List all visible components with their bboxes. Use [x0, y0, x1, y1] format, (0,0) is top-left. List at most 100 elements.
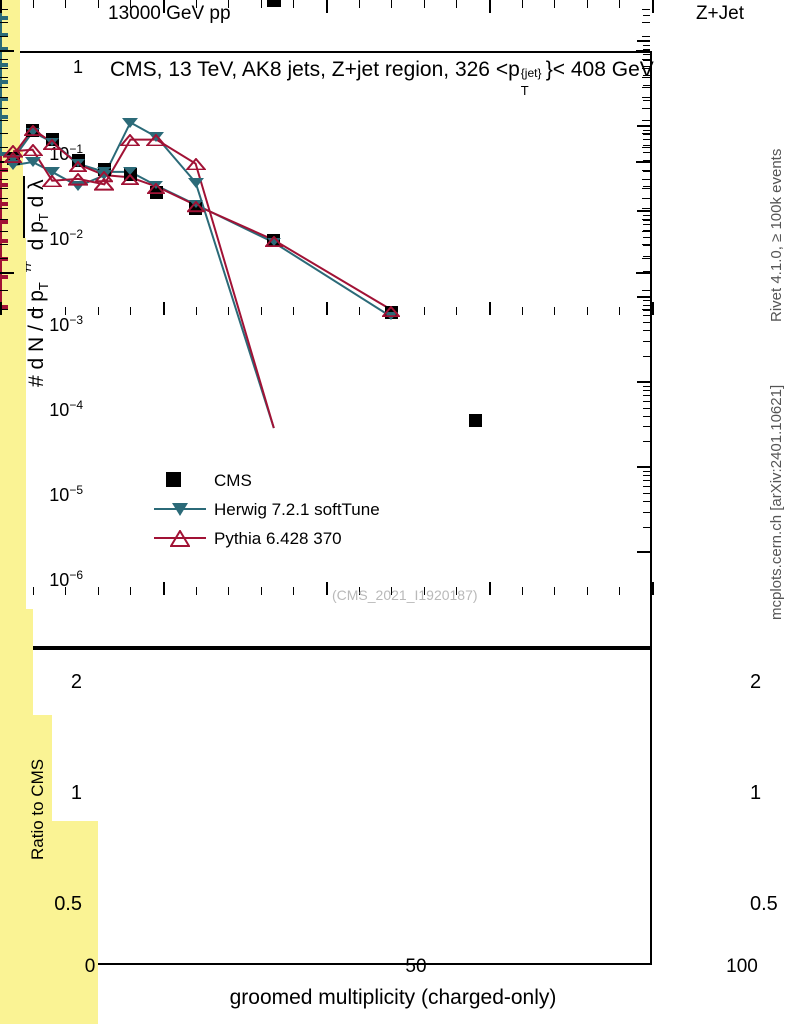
- main-y-minor-tick: [643, 144, 650, 146]
- main-x-tick: [130, 587, 132, 595]
- main-x-tick: [521, 587, 523, 595]
- main-x-tick: [293, 587, 295, 595]
- ratio-y-tick-label: 0.5: [54, 893, 82, 916]
- main-y-minor-tick: [643, 151, 650, 153]
- main-y-minor-tick: [643, 441, 650, 443]
- main-y-minor-tick: [643, 511, 650, 513]
- data-point-pythia: [41, 137, 63, 150]
- main-y-minor-tick: [643, 296, 650, 298]
- main-y-minor-tick: [643, 230, 650, 232]
- main-y-tick-label: 10−6: [49, 568, 83, 591]
- main-x-tick: [652, 582, 654, 595]
- main-y-minor-tick: [643, 475, 650, 477]
- main-y-minor-tick: [643, 315, 650, 317]
- legend-line: [154, 537, 206, 539]
- main-y-minor-tick: [643, 255, 650, 257]
- main-x-tick: [619, 587, 621, 595]
- data-point-pythia: [68, 159, 89, 172]
- data-point-herwig: [6, 154, 21, 163]
- main-y-minor-tick: [643, 185, 650, 187]
- legend-label: Herwig 7.2.1 softTune: [214, 500, 380, 519]
- main-y-minor-tick: [643, 390, 650, 392]
- ratio-series-line-1: [12, 138, 275, 429]
- main-y-minor-tick: [643, 236, 650, 238]
- ratio-y-tick-label-right: 0.5: [750, 893, 778, 916]
- plot-headline: CMS, 13 TeV, AK8 jets, Z+jet region, 326…: [110, 58, 654, 98]
- data-point-pythia: [263, 234, 285, 248]
- legend-up-triangle-icon: [169, 529, 191, 552]
- data-point-pythia: [120, 172, 141, 185]
- main-y-minor-tick: [643, 480, 650, 482]
- data-point-herwig: [123, 167, 138, 176]
- data-point-herwig: [25, 127, 40, 136]
- main-y-minor-tick: [643, 330, 650, 332]
- main-y-minor-tick: [643, 44, 650, 46]
- main-y-minor-tick: [643, 492, 650, 494]
- headline-pre: CMS, 13 TeV, AK8 jets, Z+jet region, 326…: [110, 58, 520, 81]
- main-plot-panel: [0, 0, 654, 648]
- main-x-tick: [97, 587, 99, 595]
- main-x-tick: [195, 587, 197, 595]
- data-point-herwig: [71, 159, 86, 168]
- x-tick-label: 0: [84, 956, 96, 977]
- legend-down-triangle-icon: [172, 503, 188, 516]
- main-y-tick-label: 10−3: [49, 312, 83, 335]
- data-point-herwig: [45, 137, 60, 146]
- data-point-cms: [469, 414, 483, 428]
- main-x-tick: [32, 587, 34, 595]
- data-point-pythia: [94, 170, 115, 183]
- main-y-minor-tick: [643, 486, 650, 488]
- main-y-minor-tick: [643, 215, 650, 217]
- legend-label: CMS: [214, 471, 252, 490]
- main-y-minor-tick: [643, 552, 650, 554]
- main-y-minor-tick: [643, 467, 650, 469]
- main-y-minor-tick: [643, 471, 650, 473]
- ratio-y-tick-label-right: 1: [750, 782, 762, 805]
- main-y-minor-tick: [643, 129, 650, 131]
- main-x-tick: [586, 587, 588, 595]
- x-tick-label: 50: [405, 956, 427, 977]
- main-y-minor-tick: [643, 400, 650, 402]
- ratio-outer-band: [0, 820, 98, 1024]
- data-point-pythia: [22, 123, 43, 137]
- main-y-minor-tick: [643, 322, 650, 324]
- main-y-minor-tick: [643, 426, 650, 428]
- main-y-minor-tick: [643, 385, 650, 387]
- legend-square-icon: [166, 472, 181, 487]
- main-y-minor-tick: [643, 224, 650, 226]
- main-y-tick-label: 10−4: [49, 397, 83, 420]
- ratio-y-tick-label-right: 2: [750, 671, 762, 693]
- headline-post: }< 408 GeV: [545, 58, 654, 81]
- ratio-outer-band: [0, 608, 33, 715]
- header-process-label: Z+Jet: [695, 3, 744, 24]
- main-y-minor-tick: [643, 407, 650, 409]
- legend-marker-filled-down-triangle: [152, 497, 208, 521]
- data-point-pythia: [381, 304, 402, 318]
- main-y-minor-tick: [643, 395, 650, 397]
- main-y-minor-tick: [643, 125, 650, 127]
- main-y-minor-tick: [643, 53, 650, 55]
- ratio-outer-band: [0, 714, 53, 821]
- data-point-pythia: [146, 181, 167, 194]
- main-y-minor-tick: [643, 40, 650, 42]
- main-x-tick: [391, 587, 393, 595]
- main-y-minor-tick: [643, 139, 650, 141]
- main-y-tick-label: 1: [72, 56, 83, 77]
- main-y-minor-tick: [643, 159, 650, 161]
- main-x-tick: [358, 587, 360, 595]
- main-y-minor-tick: [643, 270, 650, 272]
- headline-sub: T: [520, 83, 529, 98]
- main-y-minor-tick: [643, 356, 650, 358]
- analysis-id-watermark: (CMS_2021_I1920187): [332, 587, 478, 603]
- main-x-tick: [456, 587, 458, 595]
- main-x-tick: [260, 587, 262, 595]
- main-y-minor-tick: [643, 85, 650, 87]
- legend-marker-open-up-triangle: [152, 526, 208, 550]
- data-point-herwig: [188, 200, 203, 209]
- main-x-tick: [423, 587, 425, 595]
- main-y-minor-tick: [643, 48, 650, 50]
- main-y-minor-tick: [643, 304, 650, 306]
- main-x-tick: [163, 582, 165, 595]
- main-y-minor-tick: [643, 381, 650, 383]
